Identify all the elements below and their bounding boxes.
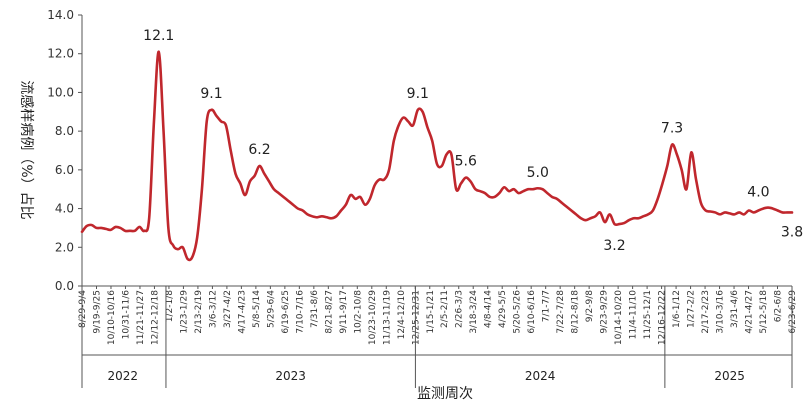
x-tick-label: 7/31-8/6 [310, 290, 320, 328]
x-tick-label: 7/10-7/16 [295, 290, 305, 334]
peak-annotation: 3.2 [603, 238, 625, 254]
x-tick-label: 1/27-2/2 [687, 290, 697, 328]
peak-annotation: 4.0 [747, 185, 769, 201]
year-band: 2022 2023 2024 2025 [81, 286, 793, 388]
x-axis: 8/29-9/4 9/19-9/25 10/10-10/16 10/31-11/6 11… [78, 285, 798, 345]
peak-annotation: 12.1 [143, 28, 174, 44]
x-tick-label: 10/14-10/20 [614, 290, 624, 345]
x-tick-label: 3/27-4/2 [223, 290, 233, 328]
x-tick-label: 5/12-5/18 [759, 290, 769, 334]
y-axis-label: 流感样病例（%）占比 [18, 80, 35, 219]
annotation-layer: 12.1 9.1 6.2 9.1 5.6 5.0 3.2 7.3 4.0 3.8 [143, 28, 803, 254]
year-label: 2025 [714, 369, 745, 383]
x-tick-label: 6/19-6/25 [281, 290, 291, 334]
y-tick-label: 14.0 [47, 8, 74, 22]
x-tick-label: 5/20-5/26 [513, 290, 523, 334]
x-tick-label: 3/18-3/24 [469, 290, 479, 334]
x-tick-label: 2/5-2/11 [440, 290, 450, 328]
peak-annotation: 9.1 [407, 86, 429, 102]
x-tick-label: 9/19-9/25 [92, 290, 102, 334]
x-tick-label: 12/4-12/10 [397, 290, 407, 340]
x-tick-label: 3/6-3/12 [208, 290, 218, 328]
peak-annotation: 7.3 [661, 121, 683, 137]
x-tick-label: 10/2-10/8 [353, 290, 363, 334]
x-tick-label: 6/10-6/16 [527, 290, 537, 334]
x-tick-label: 11/13-11/19 [382, 290, 392, 345]
peak-annotation: 5.0 [527, 165, 549, 181]
x-tick-label: 12/16-12/22 [658, 290, 668, 345]
x-tick-label: 4/21-4/27 [745, 290, 755, 334]
x-axis-title: 监测周次 [417, 386, 473, 402]
x-tick-label: 6/2-6/8 [774, 290, 784, 322]
year-label: 2023 [275, 369, 306, 383]
year-label: 2024 [525, 369, 556, 383]
x-tick-label: 12/12-12/18 [150, 290, 160, 345]
x-tick-label: 8/21-8/27 [324, 290, 334, 334]
x-tick-label: 4/29-5/5 [498, 290, 508, 328]
x-tick-label: 5/8-5/14 [252, 290, 262, 328]
x-tick-label: 2/17-2/23 [701, 290, 711, 334]
x-tick-label: 8/29-9/4 [78, 290, 88, 328]
x-tick-label: 12/25-12/31 [411, 290, 421, 345]
x-tick-label: 1/15-1/21 [426, 290, 436, 334]
x-tick-label: 1/23-1/29 [179, 290, 189, 334]
x-tick-label: 4/8-4/14 [484, 290, 494, 328]
x-tick-label: 1/6-1/12 [672, 290, 682, 328]
x-tick-label: 4/17-4/23 [237, 290, 247, 334]
x-tick-label: 9/2-9/8 [585, 290, 595, 322]
x-tick-label: 3/10-3/16 [716, 290, 726, 334]
x-tick-label: 5/29-6/4 [266, 290, 276, 328]
x-tick-label: 8/12-8/18 [571, 290, 581, 334]
x-tick-label: 2/13-2/19 [194, 290, 204, 334]
series-layer [80, 50, 794, 262]
x-tick-label: 10/31-11/6 [121, 290, 131, 340]
x-tick-label: 11/21-11/27 [136, 290, 146, 345]
x-tick-label: 6/23-6/29 [788, 290, 798, 334]
peak-annotation: 3.8 [781, 224, 803, 240]
peak-annotation: 6.2 [248, 142, 270, 158]
x-tick-label: 10/23-10/29 [368, 290, 378, 345]
peak-annotation: 9.1 [200, 86, 222, 102]
x-tick-label: 7/22-7/28 [556, 290, 566, 334]
y-axis: 0.0 2.0 4.0 6.0 8.0 10.0 12.0 14.0 [47, 8, 83, 293]
y-tick-label: 10.0 [47, 85, 74, 99]
series-line [80, 50, 794, 262]
y-tick-label: 6.0 [55, 163, 74, 177]
y-tick-label: 2.0 [55, 240, 74, 254]
peak-annotation: 5.6 [455, 154, 477, 170]
year-label: 2022 [108, 369, 139, 383]
x-tick-label: 10/10-10/16 [107, 290, 117, 345]
x-tick-label: 11/25-12/1 [643, 290, 653, 339]
y-tick-label: 4.0 [55, 202, 74, 216]
y-tick-label: 8.0 [55, 124, 74, 138]
x-tick-label: 2/26-3/3 [455, 290, 465, 328]
x-tick-label: 9/11-9/17 [339, 290, 349, 334]
x-tick-label: 3/31-4/6 [730, 290, 740, 328]
x-tick-label: 7/1-7/7 [542, 290, 552, 322]
y-tick-label: 0.0 [55, 279, 74, 293]
x-tick-label: 9/23-9/29 [600, 290, 610, 334]
y-tick-label: 12.0 [47, 47, 74, 61]
x-tick-label: 1/2-1/8 [165, 290, 175, 322]
x-tick-label: 11/4-11/10 [629, 290, 639, 340]
y-axis-title: 流感样病例（%）占比 [18, 80, 35, 219]
